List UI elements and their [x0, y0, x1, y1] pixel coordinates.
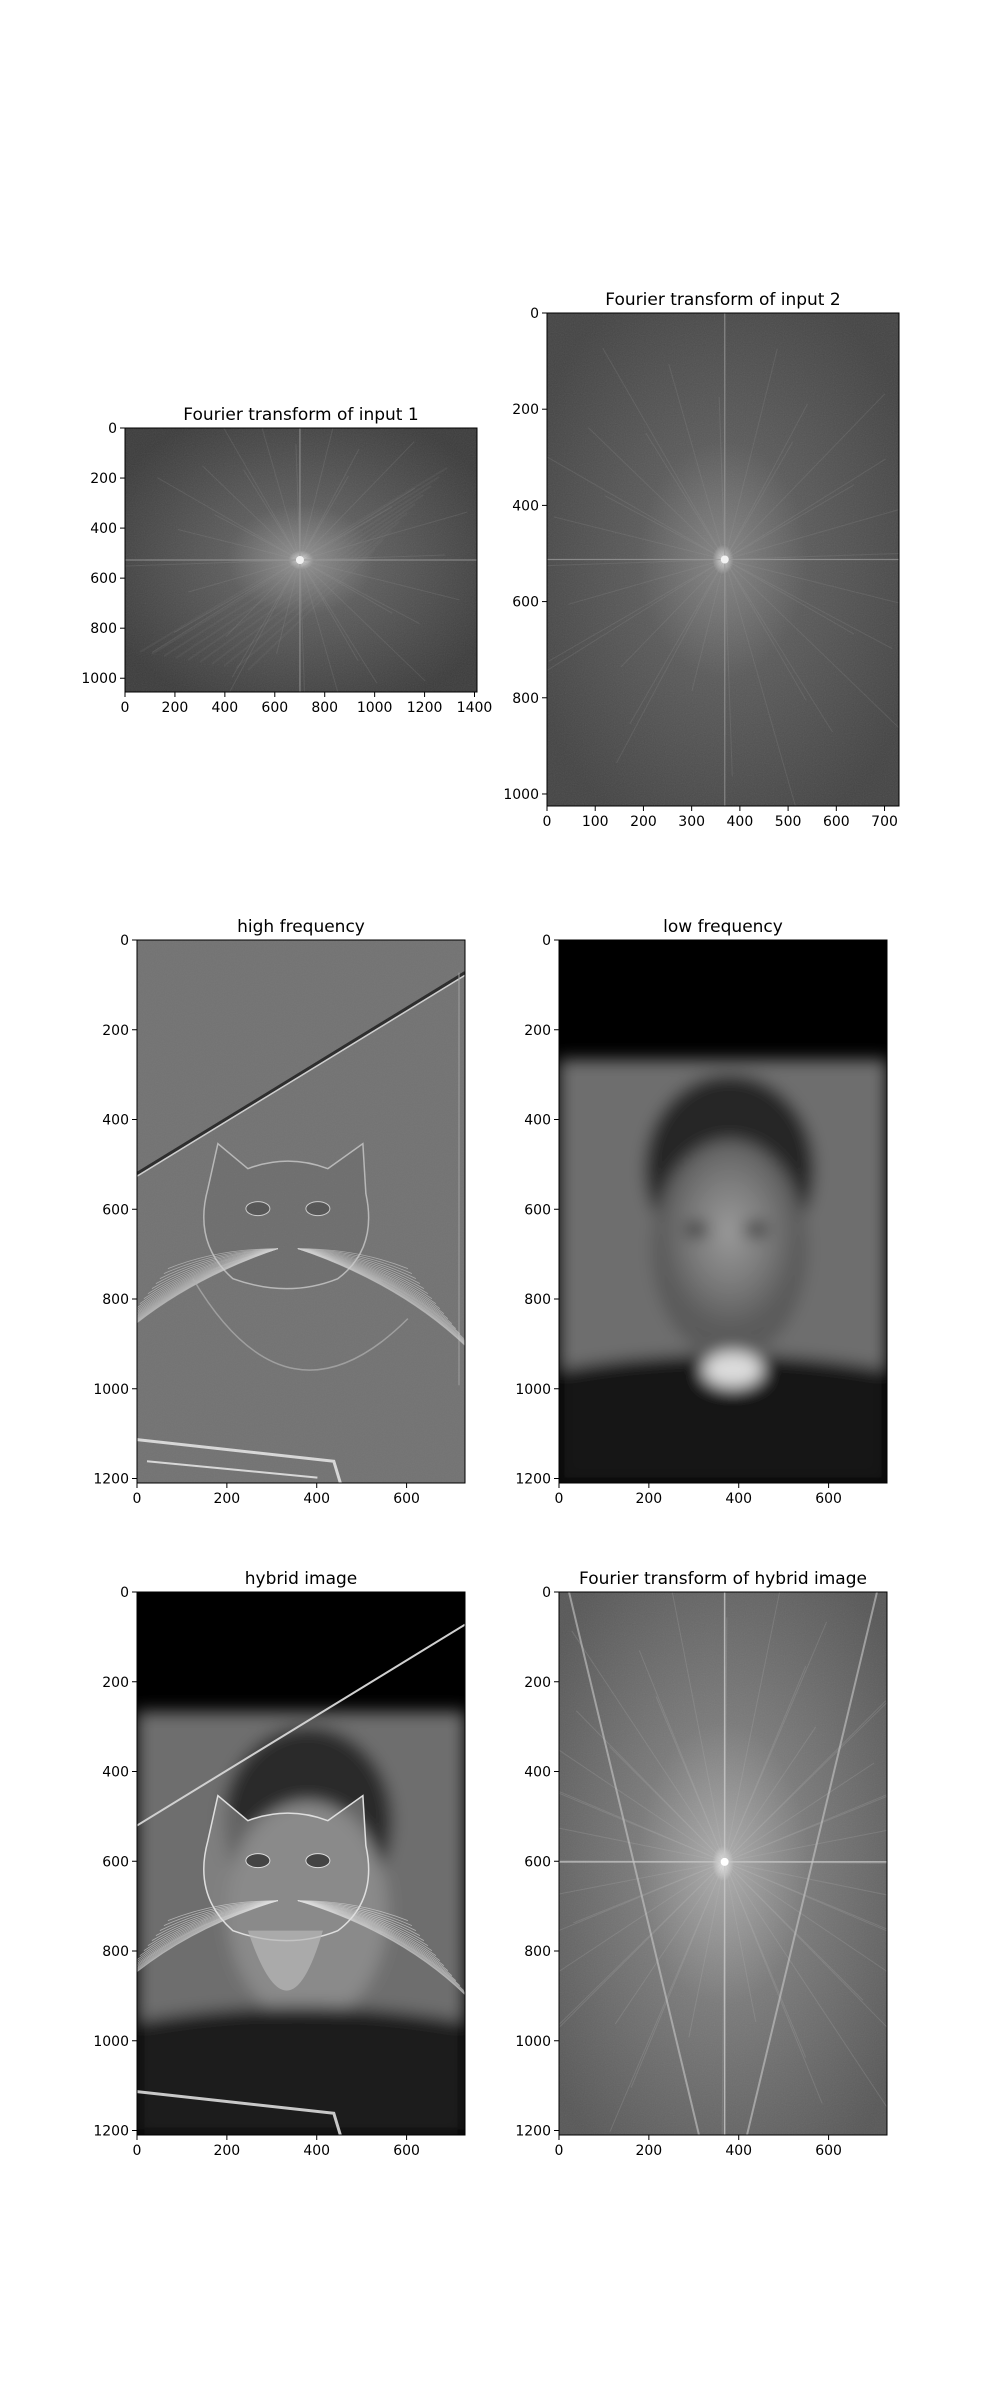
y-tick-label: 400 — [512, 498, 539, 514]
image-area — [137, 1592, 465, 2135]
axes-frame — [136, 939, 466, 1484]
x-tick-label: 600 — [393, 1491, 420, 1507]
x-tick-label: 400 — [725, 2143, 752, 2159]
x-tick-label: 0 — [555, 2143, 564, 2159]
panel-1: Fourier transform of input 1 0 200 400 600 80… — [81, 405, 493, 716]
y-tick-label: 200 — [90, 471, 117, 487]
y-tick-label: 400 — [524, 1765, 551, 1781]
y-tick-label: 1000 — [503, 787, 539, 803]
panel-2: Fourier transform of input 2 0 100 200 300 40… — [503, 290, 900, 830]
image-area — [559, 1592, 887, 2135]
y-tick-label: 600 — [524, 1854, 551, 1870]
axes-frame — [546, 312, 900, 807]
panel-title: hybrid image — [245, 1569, 357, 1589]
x-tick-label: 600 — [261, 700, 288, 716]
y-tick-label: 600 — [524, 1202, 551, 1218]
x-tick-label: 200 — [630, 814, 657, 830]
y-tick-label: 600 — [102, 1202, 129, 1218]
x-tick-label: 600 — [815, 1491, 842, 1507]
y-tick-label: 1200 — [515, 1472, 551, 1488]
x-tick-label: 700 — [871, 814, 898, 830]
x-tick-label: 600 — [823, 814, 850, 830]
y-tick-label: 0 — [542, 1585, 551, 1601]
x-tick-label: 1400 — [457, 700, 493, 716]
image-area — [547, 313, 899, 806]
y-tick-label: 800 — [524, 1944, 551, 1960]
x-tick-label: 400 — [727, 814, 754, 830]
axes-frame — [136, 1591, 466, 2136]
panel-title: Fourier transform of input 2 — [605, 290, 840, 310]
y-tick-label: 1000 — [515, 1382, 551, 1398]
y-tick-label: 600 — [102, 1854, 129, 1870]
y-tick-label: 800 — [524, 1292, 551, 1308]
x-tick-label: 0 — [133, 2143, 142, 2159]
panel-5: hybrid image 0 200 400 600 0 200 400 600 800 1000 1… — [93, 1569, 466, 2159]
y-tick-label: 800 — [90, 621, 117, 637]
panel-title: Fourier transform of input 1 — [183, 405, 418, 425]
y-tick-label: 200 — [102, 1675, 129, 1691]
x-tick-label: 800 — [311, 700, 338, 716]
y-tick-label: 400 — [102, 1113, 129, 1129]
x-tick-label: 1000 — [357, 700, 393, 716]
y-tick-label: 0 — [120, 933, 129, 949]
panel-title: high frequency — [237, 917, 365, 937]
y-tick-label: 0 — [108, 421, 117, 437]
x-tick-label: 400 — [725, 1491, 752, 1507]
panel-title: low frequency — [663, 917, 783, 937]
y-tick-label: 1000 — [81, 671, 117, 687]
image-area — [137, 940, 465, 1483]
x-tick-label: 500 — [775, 814, 802, 830]
y-tick-label: 200 — [524, 1675, 551, 1691]
x-tick-label: 400 — [211, 700, 238, 716]
y-tick-label: 800 — [102, 1292, 129, 1308]
y-tick-label: 600 — [90, 571, 117, 587]
y-tick-label: 0 — [120, 1585, 129, 1601]
image-area — [125, 428, 477, 692]
x-tick-label: 200 — [213, 1491, 240, 1507]
y-tick-label: 200 — [512, 402, 539, 418]
x-tick-label: 0 — [555, 1491, 564, 1507]
x-tick-label: 0 — [133, 1491, 142, 1507]
y-tick-label: 800 — [102, 1944, 129, 1960]
y-tick-label: 200 — [524, 1023, 551, 1039]
panel-6: Fourier transform of hybrid image 0 200 400… — [515, 1569, 888, 2159]
x-tick-label: 0 — [543, 814, 552, 830]
y-tick-label: 800 — [512, 691, 539, 707]
y-tick-label: 400 — [90, 521, 117, 537]
x-tick-label: 200 — [635, 1491, 662, 1507]
x-tick-label: 300 — [678, 814, 705, 830]
y-tick-label: 0 — [530, 306, 539, 322]
y-tick-label: 1000 — [93, 2034, 129, 2050]
y-tick-label: 1200 — [515, 2124, 551, 2140]
y-tick-label: 200 — [102, 1023, 129, 1039]
x-tick-label: 0 — [121, 700, 130, 716]
x-tick-label: 100 — [582, 814, 609, 830]
x-tick-label: 400 — [303, 1491, 330, 1507]
x-tick-label: 200 — [162, 700, 189, 716]
axes-frame — [558, 939, 888, 1484]
x-tick-label: 400 — [303, 2143, 330, 2159]
x-tick-label: 1200 — [407, 700, 443, 716]
y-tick-label: 1000 — [515, 2034, 551, 2050]
panel-3: high frequency 0 200 400 600 0 200 400 600 800 100… — [93, 917, 466, 1507]
y-tick-label: 400 — [102, 1765, 129, 1781]
y-tick-label: 600 — [512, 595, 539, 611]
x-tick-label: 600 — [815, 2143, 842, 2159]
y-tick-label: 0 — [542, 933, 551, 949]
y-tick-label: 400 — [524, 1113, 551, 1129]
y-tick-label: 1200 — [93, 1472, 129, 1488]
x-tick-label: 200 — [635, 2143, 662, 2159]
x-tick-label: 600 — [393, 2143, 420, 2159]
y-tick-label: 1000 — [93, 1382, 129, 1398]
axes-frame — [124, 427, 478, 693]
y-tick-label: 1200 — [93, 2124, 129, 2140]
axes-frame — [558, 1591, 888, 2136]
image-area — [559, 940, 887, 1483]
panel-4: low frequency 0 200 400 600 0 200 400 600 800 1000… — [515, 917, 888, 1507]
x-tick-label: 200 — [213, 2143, 240, 2159]
panel-title: Fourier transform of hybrid image — [579, 1569, 867, 1589]
